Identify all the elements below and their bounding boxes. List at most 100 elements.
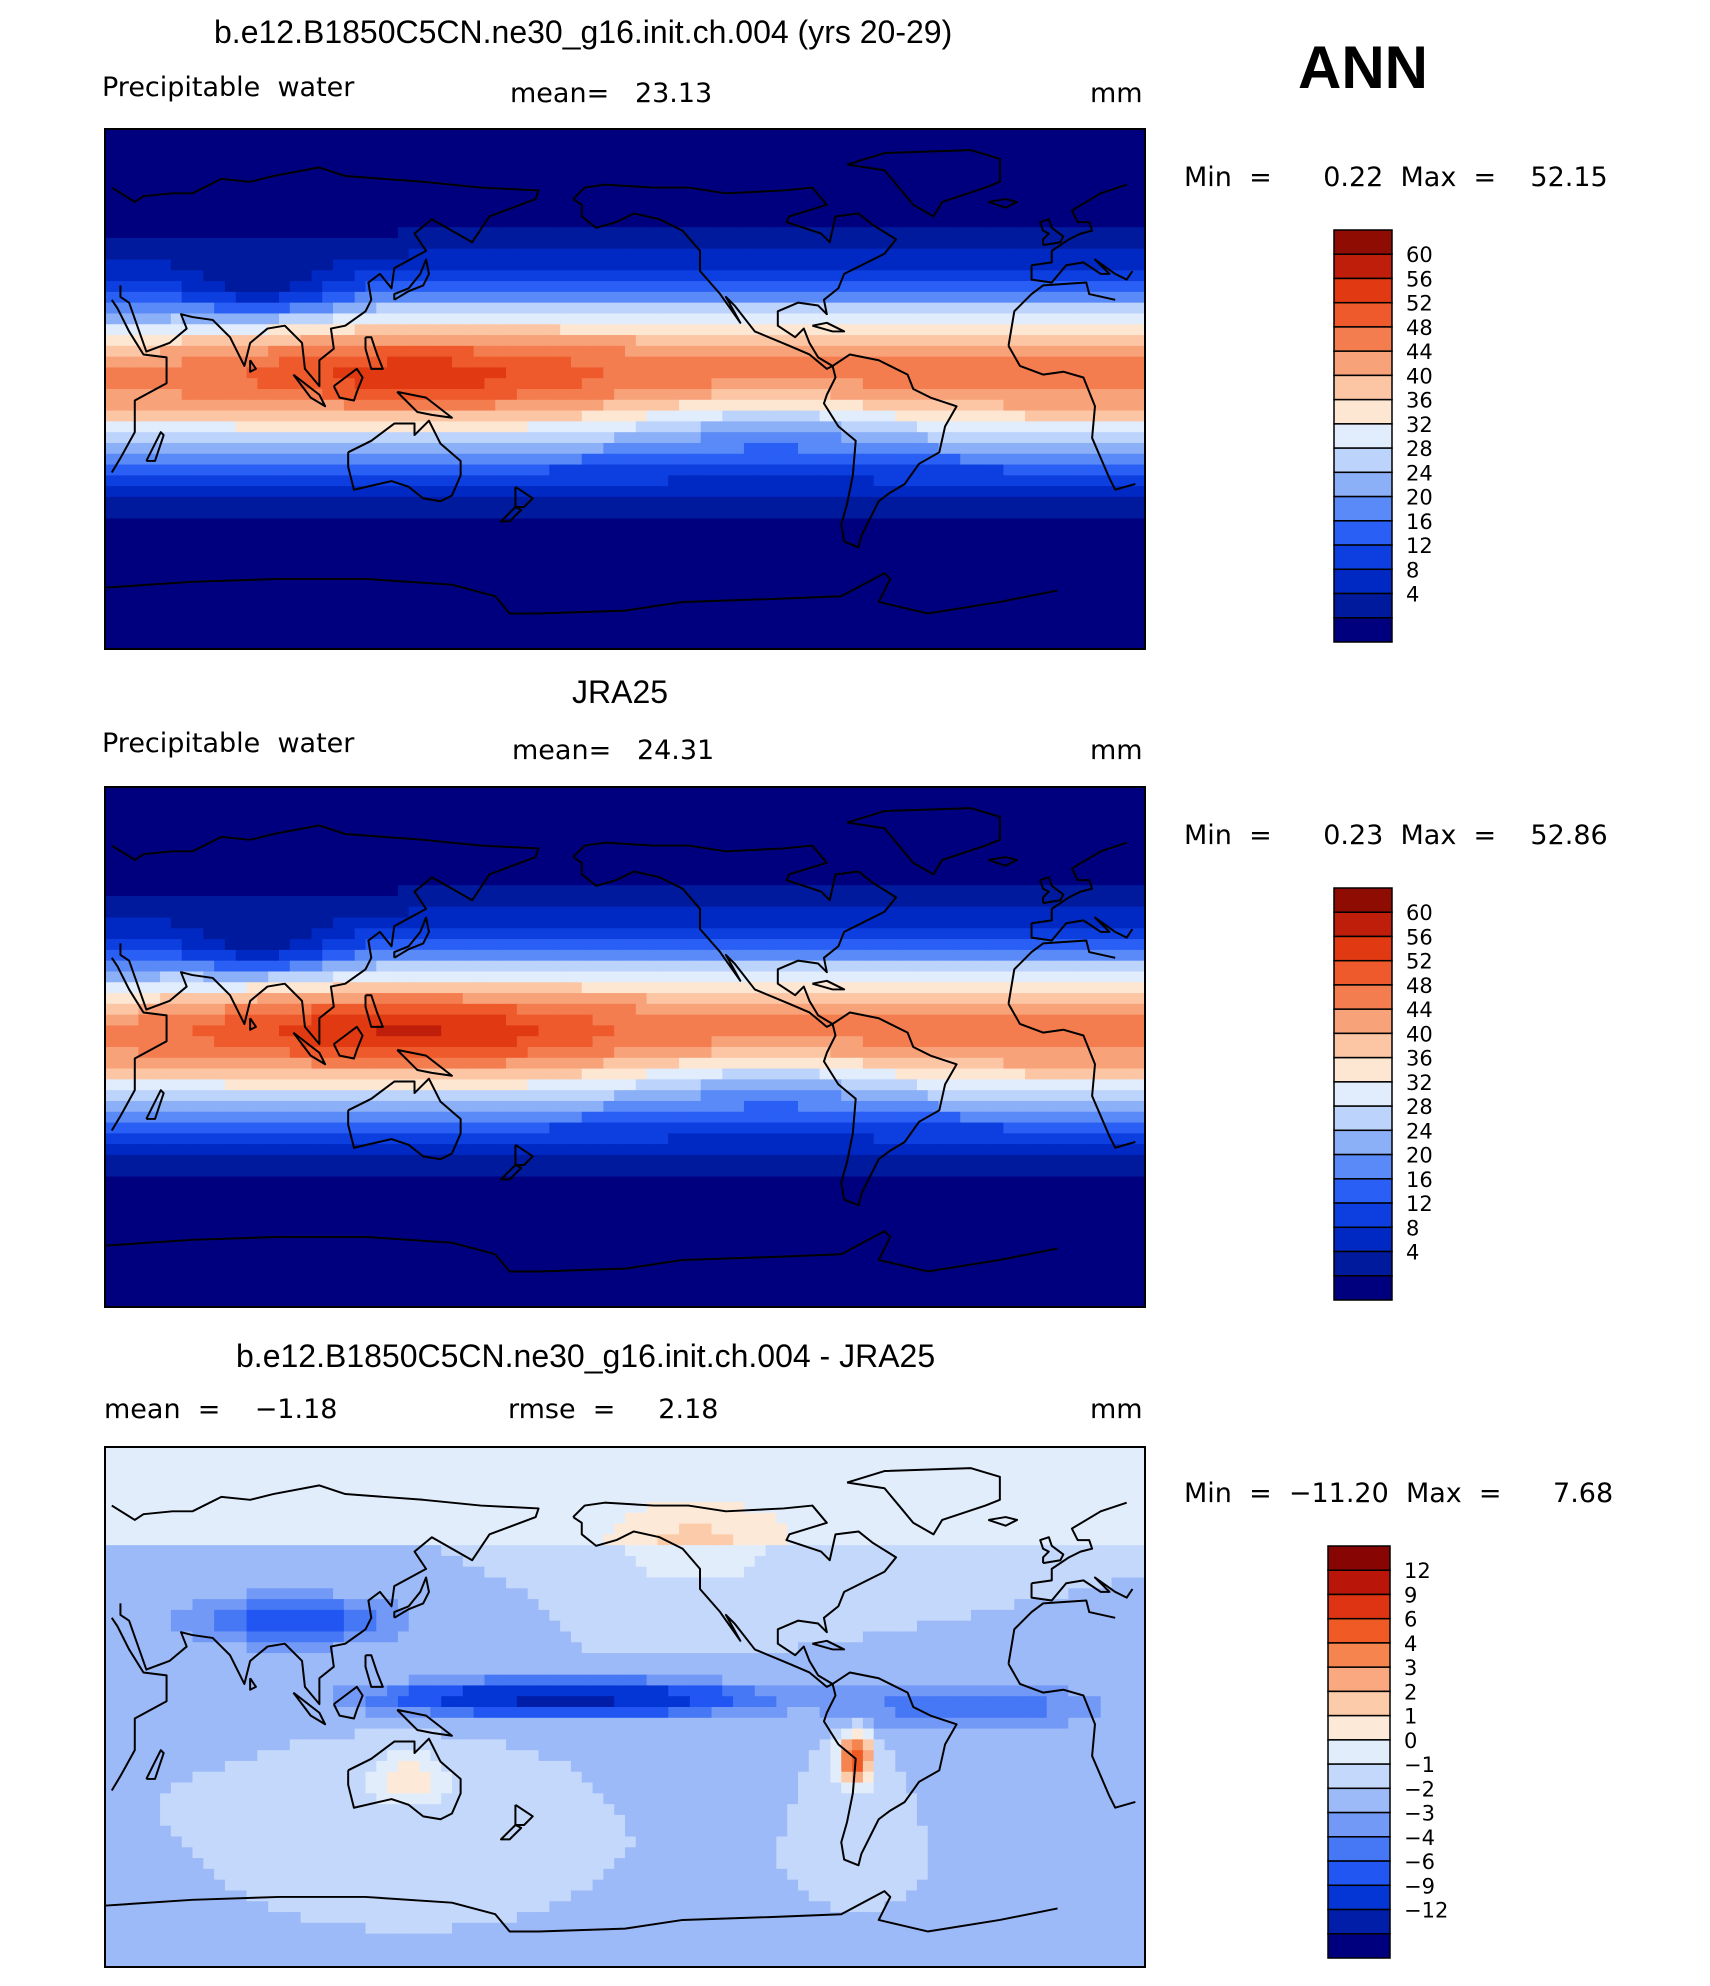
coastline-madagascar [145,1089,165,1120]
colorbar-swatch [1327,1884,1391,1911]
field-contours [106,130,1144,648]
panel-3-units: mm [1090,1394,1143,1425]
colorbar-swatch [1333,277,1393,304]
coastline-nz2 [499,506,523,523]
colorbar-level-label: 44 [1406,340,1433,364]
coastline-australia [347,1737,462,1821]
coastline-samerica [822,353,958,549]
colorbar-swatch [1327,1666,1391,1693]
coastline-antarctica [106,1230,1058,1273]
coastline-borneo [332,1025,364,1060]
coastline-gb [1039,1536,1065,1565]
colorbar-swatch [1333,887,1393,913]
coastline-cuba [812,979,846,991]
colorbar-level-label: −2 [1404,1777,1435,1801]
colorbar-level-label: −1 [1404,1753,1435,1777]
colorbar-level-label: −6 [1404,1850,1435,1874]
colorbar-level-label: 28 [1406,437,1433,461]
field-contours [106,788,1144,1306]
coastline-borneo [332,1685,364,1720]
panel-1-units: mm [1090,78,1143,109]
coastline-srilanka [249,359,257,373]
coastline-borneo [332,367,364,402]
colorbar-swatch [1333,374,1393,401]
coastline-iceland [987,1516,1019,1527]
panel-1-minmax: Min = 0.22 Max = 52.15 [1184,162,1608,193]
coastline-japan [393,1576,430,1619]
coastline-eurasia [111,824,1134,1046]
colorbar-swatch [1333,984,1393,1010]
colorbar-swatch [1327,1836,1391,1862]
panel-2-title: JRA25 [572,674,669,710]
colorbar-level-label: 60 [1406,243,1433,267]
colorbar-level-label: 0 [1404,1729,1417,1753]
colorbar-swatch [1327,1908,1391,1935]
panel-3-map [104,1446,1146,1968]
colorbar-level-label: 6 [1404,1608,1417,1632]
colorbar-swatch [1333,935,1393,962]
coastlines [106,807,1136,1273]
coastline-cuba [812,1639,846,1651]
coastline-philippines [364,994,384,1028]
coastline-sumatra [292,373,327,408]
colorbar-swatch [1333,1081,1393,1107]
panel-2-variable-label: Precipitable water [102,728,355,759]
colorbar-swatch [1327,1545,1391,1571]
colorbar-level-label: 16 [1406,1168,1433,1192]
colorbar-level-label: 20 [1406,1144,1433,1168]
colorbar-level-label: 52 [1406,292,1433,316]
panel-2-units: mm [1090,735,1143,766]
panel-3-title: b.e12.B1850C5CN.ne30_g16.init.ch.004 - J… [236,1338,936,1374]
colorbar-swatch [1333,495,1393,522]
colorbar-swatch [1333,1250,1393,1277]
colorbar-swatch [1327,1811,1391,1838]
colorbar-swatch [1327,1714,1391,1741]
coastline-nz [514,486,534,508]
coastline-namerica [572,183,898,370]
colorbar-level-label: −3 [1404,1802,1435,1826]
colorbar-level-label: 8 [1406,558,1419,582]
colorbar-swatch [1327,1642,1391,1668]
colorbar-level-label: 16 [1406,510,1433,534]
colorbar-level-label: 32 [1406,1071,1433,1095]
colorbar-swatch [1333,520,1393,546]
colorbar-level-label: 2 [1404,1680,1417,1704]
colorbar-level-label: 40 [1406,1022,1433,1046]
colorbar-swatch [1333,1153,1393,1180]
colorbar-level-label: 52 [1406,950,1433,974]
colorbar-level-label: 32 [1406,413,1433,437]
colorbar-level-label: 36 [1406,1047,1433,1071]
colorbar-level-label: 36 [1406,389,1433,413]
coastline-nz2 [499,1824,523,1841]
colorbar-swatch [1333,447,1393,474]
coastline-greenland [846,1467,1001,1536]
colorbar-level-label: 28 [1406,1095,1433,1119]
coastline-newguinea [396,1048,453,1077]
colorbar-level-label: 24 [1406,461,1433,485]
colorbar-level-label: −12 [1404,1899,1448,1923]
coastline-gb [1039,218,1065,247]
colorbar-swatch [1333,1008,1393,1035]
colorbar-level-label: 48 [1406,974,1433,998]
panel-3-rmse-label: rmse = 2.18 [508,1394,719,1425]
season-label: ANN [1298,34,1428,101]
coastline-madagascar [145,431,165,462]
panel-2-minmax: Min = 0.23 Max = 52.86 [1184,820,1608,851]
colorbar-level-label: 48 [1406,316,1433,340]
colorbar-level-label: 12 [1406,1192,1433,1216]
colorbar-level-label: 44 [1406,998,1433,1022]
colorbar-level-label: 20 [1406,486,1433,510]
coastline-sumatra [292,1031,327,1066]
colorbar-level-label: 60 [1406,901,1433,925]
coastline-srilanka [249,1677,257,1691]
colorbar-swatch [1327,1739,1391,1765]
coastline-philippines [364,1654,384,1688]
coastline-africa [110,281,1136,491]
colorbar-level-label: 1 [1404,1705,1417,1729]
colorbar-level-label: 12 [1404,1559,1431,1583]
panel-3-mean-label: mean = −1.18 [104,1394,338,1425]
coastline-madagascar [145,1749,165,1780]
coastline-cuba [812,321,846,333]
coastline-samerica [822,1671,958,1867]
